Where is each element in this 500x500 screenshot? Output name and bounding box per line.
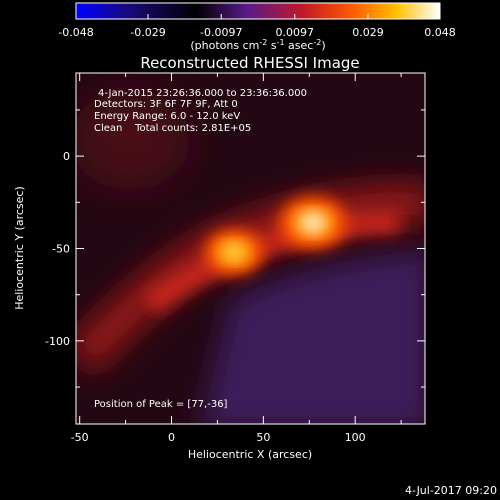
colorbar-tick-labels: -0.048 -0.029 -0.0097 0.0097 0.029 0.048 (58, 26, 455, 39)
y-tick-label: -100 (45, 335, 70, 348)
faint-glow (76, 90, 190, 190)
y-axis: 0 -50 -100 (45, 109, 425, 388)
flare-loop-arc (76, 182, 425, 375)
x-tick-label: 50 (256, 431, 270, 444)
unit-exponent: -2 (259, 38, 267, 47)
info-line-clean: Clean Total counts: 2.81E+05 (94, 123, 251, 134)
colorbar: -0.048 -0.029 -0.0097 0.0097 0.029 0.048 (pho… (58, 2, 456, 52)
source-core (300, 213, 325, 232)
colorbar-tick-label: 0.0097 (276, 26, 315, 39)
colorbar-gradient (75, 2, 441, 20)
colorbar-tick-label: 0.048 (424, 26, 456, 39)
unit-text: ) (321, 39, 325, 52)
colorbar-tick-label: -0.029 (130, 26, 165, 39)
flare-source (204, 229, 264, 275)
negative-region (201, 250, 425, 424)
heatmap-image (76, 73, 425, 424)
colorbar-tick-label: -0.0097 (200, 26, 242, 39)
colorbar-tick-label: 0.029 (352, 26, 384, 39)
x-axis: -50 0 50 100 (71, 73, 402, 444)
info-line-detectors: Detectors: 3F 6F 7F 9F, Att 0 (94, 99, 238, 110)
x-tick-label: -50 (71, 431, 89, 444)
unit-text: asec (285, 39, 314, 52)
source-core (223, 244, 245, 260)
colorbar-unit-label: (photons cm-2 s-1 asec-2) (190, 38, 325, 52)
colorbar-ticks (75, 14, 441, 19)
x-tick-label: 100 (345, 431, 366, 444)
info-line-time: 4-Jan-2015 23:26:36.000 to 23:36:36.000 (98, 88, 307, 99)
flare-source (278, 196, 347, 249)
y-tick-label: 0 (63, 150, 70, 163)
info-line-energy: Energy Range: 6.0 - 12.0 keV (94, 111, 240, 122)
y-axis-label: Heliocentric Y (arcsec) (13, 186, 26, 310)
x-axis-label: Heliocentric X (arcsec) (188, 448, 312, 461)
unit-text: s (267, 39, 276, 52)
footer-timestamp: 4-Jul-2017 09:20 (405, 484, 497, 497)
flare-loop-core (143, 211, 401, 314)
observation-info: 4-Jan-2015 23:26:36.000 to 23:36:36.000 … (94, 88, 307, 134)
chart-title: Reconstructed RHESSI Image (140, 54, 359, 72)
unit-text: (photons cm (190, 39, 259, 52)
peak-position-label: Position of Peak = [77,-36] (94, 399, 228, 410)
unit-exponent: -1 (277, 38, 285, 47)
unit-exponent: -2 (313, 38, 321, 47)
x-tick-label: 0 (168, 431, 175, 444)
colorbar-tick-label: -0.048 (58, 26, 93, 39)
y-tick-label: -50 (52, 243, 70, 256)
